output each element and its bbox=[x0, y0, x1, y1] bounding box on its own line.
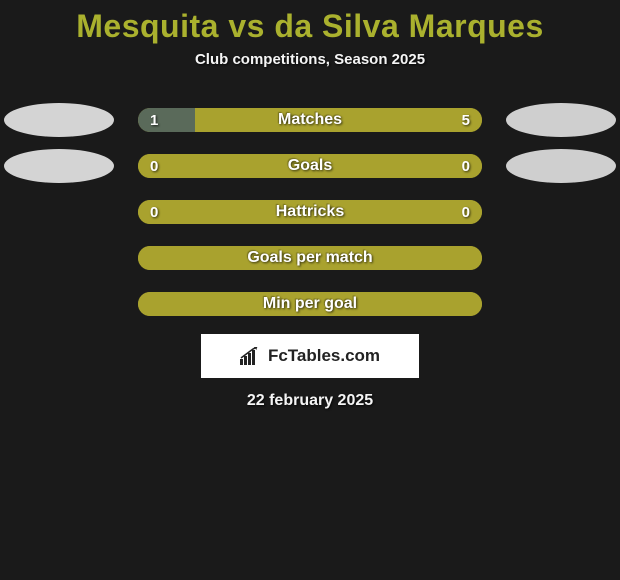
stat-row: Goals per match bbox=[0, 246, 620, 270]
team-right-logo bbox=[506, 103, 616, 137]
stat-left-value: 0 bbox=[138, 200, 170, 224]
stat-row: Min per goal bbox=[0, 292, 620, 316]
subtitle: Club competitions, Season 2025 bbox=[0, 51, 620, 68]
stat-bar-right-fill bbox=[138, 292, 482, 316]
stat-bar-right-fill bbox=[138, 246, 482, 270]
team-right-logo bbox=[506, 149, 616, 183]
brand-badge: FcTables.com bbox=[201, 334, 419, 378]
stat-bar-right-fill bbox=[138, 154, 482, 178]
date-label: 22 february 2025 bbox=[0, 392, 620, 410]
stat-left-value: 0 bbox=[138, 154, 170, 178]
stat-bar: Hattricks00 bbox=[138, 200, 482, 224]
stat-bar: Min per goal bbox=[138, 292, 482, 316]
brand-chart-icon bbox=[240, 347, 262, 365]
team-left-logo bbox=[4, 149, 114, 183]
page-title: Mesquita vs da Silva Marques bbox=[0, 0, 620, 45]
stat-right-value: 0 bbox=[450, 154, 482, 178]
stat-bar: Goals00 bbox=[138, 154, 482, 178]
brand-label: FcTables.com bbox=[268, 346, 380, 366]
comparison-chart: Matches15Goals00Hattricks00Goals per mat… bbox=[0, 108, 620, 316]
stat-left-value: 1 bbox=[138, 108, 170, 132]
stat-row: Matches15 bbox=[0, 108, 620, 132]
stat-bar: Goals per match bbox=[138, 246, 482, 270]
team-left-logo bbox=[4, 103, 114, 137]
stat-row: Goals00 bbox=[0, 154, 620, 178]
stat-right-value: 5 bbox=[450, 108, 482, 132]
stat-right-value: 0 bbox=[450, 200, 482, 224]
stat-bar-right-fill bbox=[138, 200, 482, 224]
stat-bar: Matches15 bbox=[138, 108, 482, 132]
stat-row: Hattricks00 bbox=[0, 200, 620, 224]
stat-bar-right-fill bbox=[195, 108, 482, 132]
